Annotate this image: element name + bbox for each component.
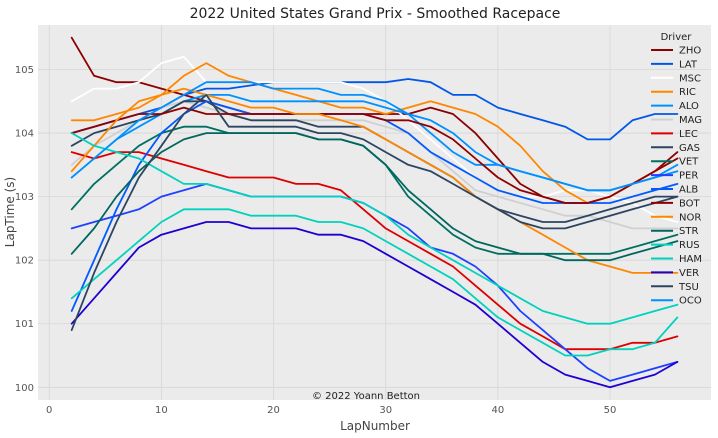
legend-label-mag: MAG	[679, 115, 702, 126]
series-line-mag	[70, 100, 679, 230]
series-line-oco	[70, 81, 679, 192]
x-tick-label: 0	[46, 405, 52, 416]
y-tick-label: 100	[15, 383, 34, 394]
legend-label-alo: ALO	[679, 101, 699, 112]
y-axis-label: LapTime (s)	[3, 177, 17, 247]
legend-label-per: PER	[679, 171, 698, 182]
series-layer	[70, 36, 679, 389]
series-line-bot	[70, 106, 679, 204]
legend-label-tsu: TSU	[678, 282, 699, 293]
x-tick-label: 40	[492, 405, 505, 416]
y-tick-label: 101	[15, 319, 34, 330]
series-line-str	[70, 132, 679, 262]
series-line-tsu	[70, 94, 679, 332]
legend-label-lec: LEC	[679, 129, 698, 140]
y-tick-label: 105	[15, 65, 34, 76]
series-line-lec	[70, 151, 679, 351]
x-tick-label: 30	[379, 405, 392, 416]
legend: Driver ZHO LAT MSC RIC ALO MAG LEC GAS VET PER ALB…	[651, 32, 702, 307]
legend-title: Driver	[661, 32, 693, 43]
legend-label-oco: OCO	[679, 296, 702, 307]
chart-title: 2022 United States Grand Prix - Smoothed…	[190, 6, 561, 22]
legend-label-ric: RIC	[679, 87, 696, 98]
legend-items: ZHO LAT MSC RIC ALO MAG LEC GAS VET PER ALB BOT NOR S…	[651, 46, 702, 307]
legend-label-vet: VET	[679, 157, 699, 168]
legend-label-alb: ALB	[679, 185, 698, 196]
legend-label-lat: LAT	[679, 59, 698, 70]
x-tick-label: 50	[604, 405, 617, 416]
series-line-rus	[70, 132, 679, 325]
x-axis-label: LapNumber	[340, 419, 410, 433]
legend-label-gas: GAS	[679, 143, 700, 154]
legend-label-str: STR	[679, 226, 698, 237]
legend-label-bot: BOT	[679, 198, 701, 209]
y-tick-label: 102	[15, 256, 34, 267]
legend-label-rus: RUS	[679, 240, 700, 251]
x-tick-label: 10	[155, 405, 168, 416]
series-line-msc	[70, 55, 679, 223]
legend-label-nor: NOR	[679, 212, 701, 223]
legend-label-msc: MSC	[679, 73, 701, 84]
y-tick-label: 104	[15, 129, 34, 140]
series-line-ver	[70, 221, 679, 389]
credit-annotation: © 2022 Yoann Betton	[312, 391, 420, 402]
series-line-nor	[70, 87, 679, 274]
y-tick-label: 103	[15, 192, 34, 203]
series-line-ham	[70, 208, 679, 357]
x-tick-label: 20	[267, 405, 280, 416]
series-line-ric	[70, 62, 679, 204]
legend-label-zho: ZHO	[679, 46, 701, 57]
legend-label-ham: HAM	[679, 254, 702, 265]
legend-label-ver: VER	[679, 268, 699, 279]
x-axis-ticks: 0 10 20 30 40 50	[46, 405, 616, 416]
y-axis-ticks: 100 101 102 103 104 105	[15, 65, 34, 394]
